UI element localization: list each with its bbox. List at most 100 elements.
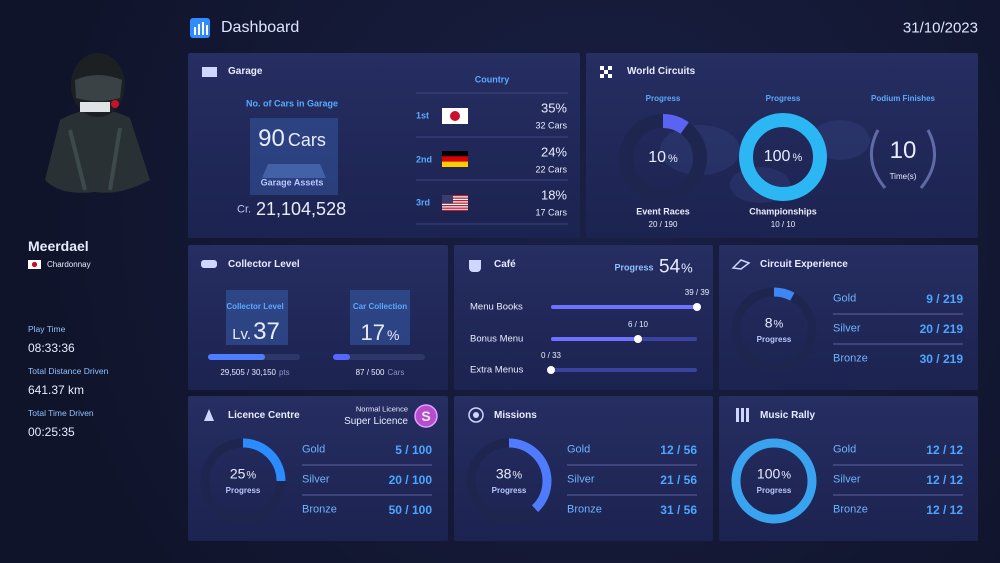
collection-cars-text: 87 / 500 Cars <box>356 368 405 378</box>
medal-label: Silver <box>567 473 595 486</box>
progress-label: Progress <box>756 486 792 495</box>
menu-count: 39 / 39 <box>684 288 710 297</box>
medal-label: Bronze <box>833 352 868 365</box>
ring-count: 10 / 10 <box>770 220 796 229</box>
points-unit: pts <box>278 368 290 377</box>
stat-label: Play Time <box>28 323 66 334</box>
share: 18% <box>540 187 567 203</box>
licence-badge: S <box>421 408 431 424</box>
panel-title: Café <box>494 259 516 270</box>
medal-value: 50 / 100 <box>388 503 432 517</box>
progress-unit: % <box>681 260 693 276</box>
menu-count: 6 / 10 <box>627 320 649 329</box>
progress-arc <box>200 438 286 524</box>
progress-value: 100 <box>756 465 781 482</box>
medal-value: 12 / 56 <box>660 443 697 457</box>
medal-label: Silver <box>833 322 861 335</box>
progress-label: Progress <box>225 486 261 495</box>
panel-title: Missions <box>494 410 537 421</box>
cars-count: 90 <box>258 125 285 152</box>
progress-unit: % <box>781 469 792 482</box>
medal-label: Silver <box>302 473 330 486</box>
progress-label: Progress <box>614 262 654 273</box>
progress-value: 8 <box>764 314 773 331</box>
points-text: 29,505 / 30,150 pts <box>220 368 289 378</box>
medal-value: 9 / 219 <box>926 292 963 306</box>
medal-label: Gold <box>302 443 326 456</box>
progress-arc <box>731 287 817 373</box>
level: 37 <box>253 318 280 345</box>
stat-value: 08:33:36 <box>28 341 75 355</box>
date: 31/10/2023 <box>902 19 978 37</box>
medal-value: 30 / 219 <box>919 352 963 366</box>
collection-unit: % <box>387 327 400 343</box>
share: 24% <box>540 144 567 159</box>
panel-title: World Circuits <box>627 66 696 77</box>
ring-count: 20 / 190 <box>648 220 678 229</box>
panel-title: Collector Level <box>228 259 300 270</box>
cafe-panel <box>454 245 713 390</box>
panel-title: Circuit Experience <box>760 259 848 270</box>
progress-arc <box>619 114 707 202</box>
car-count: 17 Cars <box>535 207 567 218</box>
medal-value: 20 / 219 <box>919 322 963 336</box>
menu-name: Menu Books <box>470 301 523 313</box>
points: 29,505 / 30,150 <box>220 368 276 377</box>
panel-title: Garage <box>228 66 263 77</box>
world-circuits-panel <box>586 53 978 238</box>
page-title: Dashboard <box>221 19 300 36</box>
assets-label: Garage Assets <box>260 177 324 188</box>
cars-total: 90 Cars <box>258 127 326 151</box>
licence-name: Super Licence <box>344 416 408 427</box>
progress-arc <box>466 438 552 524</box>
progress-text: 100% <box>764 149 802 165</box>
podium-unit: Time(s) <box>889 172 917 181</box>
menu-name: Bonus Menu <box>470 333 524 345</box>
progress-arc <box>731 438 817 524</box>
progress-arc <box>739 113 827 201</box>
progress-value: 10 <box>648 149 667 166</box>
medal-value: 12 / 12 <box>926 473 963 487</box>
panel-title: Licence Centre <box>228 410 300 421</box>
level-prefix: Lv. <box>232 326 252 343</box>
progress-text: 100% <box>757 467 791 482</box>
stat-value: 00:25:35 <box>28 425 75 439</box>
medal-value: 21 / 56 <box>660 473 697 487</box>
progress-text: 54% <box>659 258 693 277</box>
country-header: Country <box>474 74 510 85</box>
level-text: Lv.37 <box>232 320 280 344</box>
progress-value: 25 <box>229 465 246 482</box>
medal-label: Bronze <box>833 503 868 516</box>
level-label: Collector Level <box>226 302 284 311</box>
share: 35% <box>540 100 567 116</box>
cars-label: No. of Cars in Garage <box>245 98 339 109</box>
progress-text: 25% <box>230 467 256 482</box>
player-name: Meerdael <box>28 238 89 254</box>
collection-value: 17 <box>360 320 386 345</box>
rank: 2nd <box>416 154 433 164</box>
panel-title: Music Rally <box>760 410 816 421</box>
assets-value: 21,104,528 <box>256 199 347 219</box>
collection-cars-unit: Cars <box>387 368 405 377</box>
rank: 3rd <box>416 197 431 208</box>
collection-cars: 87 / 500 <box>355 368 385 377</box>
avatar <box>45 53 150 193</box>
progress-unit: % <box>668 153 678 165</box>
progress-text: 38% <box>496 467 522 482</box>
cars-unit: Cars <box>287 130 326 150</box>
stat-value: 641.37 km <box>28 383 85 397</box>
medal-value: 31 / 56 <box>660 503 697 517</box>
progress-text: 10% <box>648 150 678 166</box>
medal-value: 20 / 100 <box>388 473 432 487</box>
progress-unit: % <box>792 152 803 164</box>
menu-name: Extra Menus <box>470 364 524 376</box>
car-count: 22 Cars <box>535 164 567 174</box>
medal-label: Silver <box>833 473 861 486</box>
ring-name: Event Races <box>636 206 690 217</box>
stat-label: Total Time Driven <box>28 407 94 418</box>
ring-label: Progress <box>765 94 801 103</box>
ring-label: Progress <box>645 94 681 103</box>
medal-label: Gold <box>833 292 857 305</box>
podium-value: 10 <box>889 137 917 164</box>
